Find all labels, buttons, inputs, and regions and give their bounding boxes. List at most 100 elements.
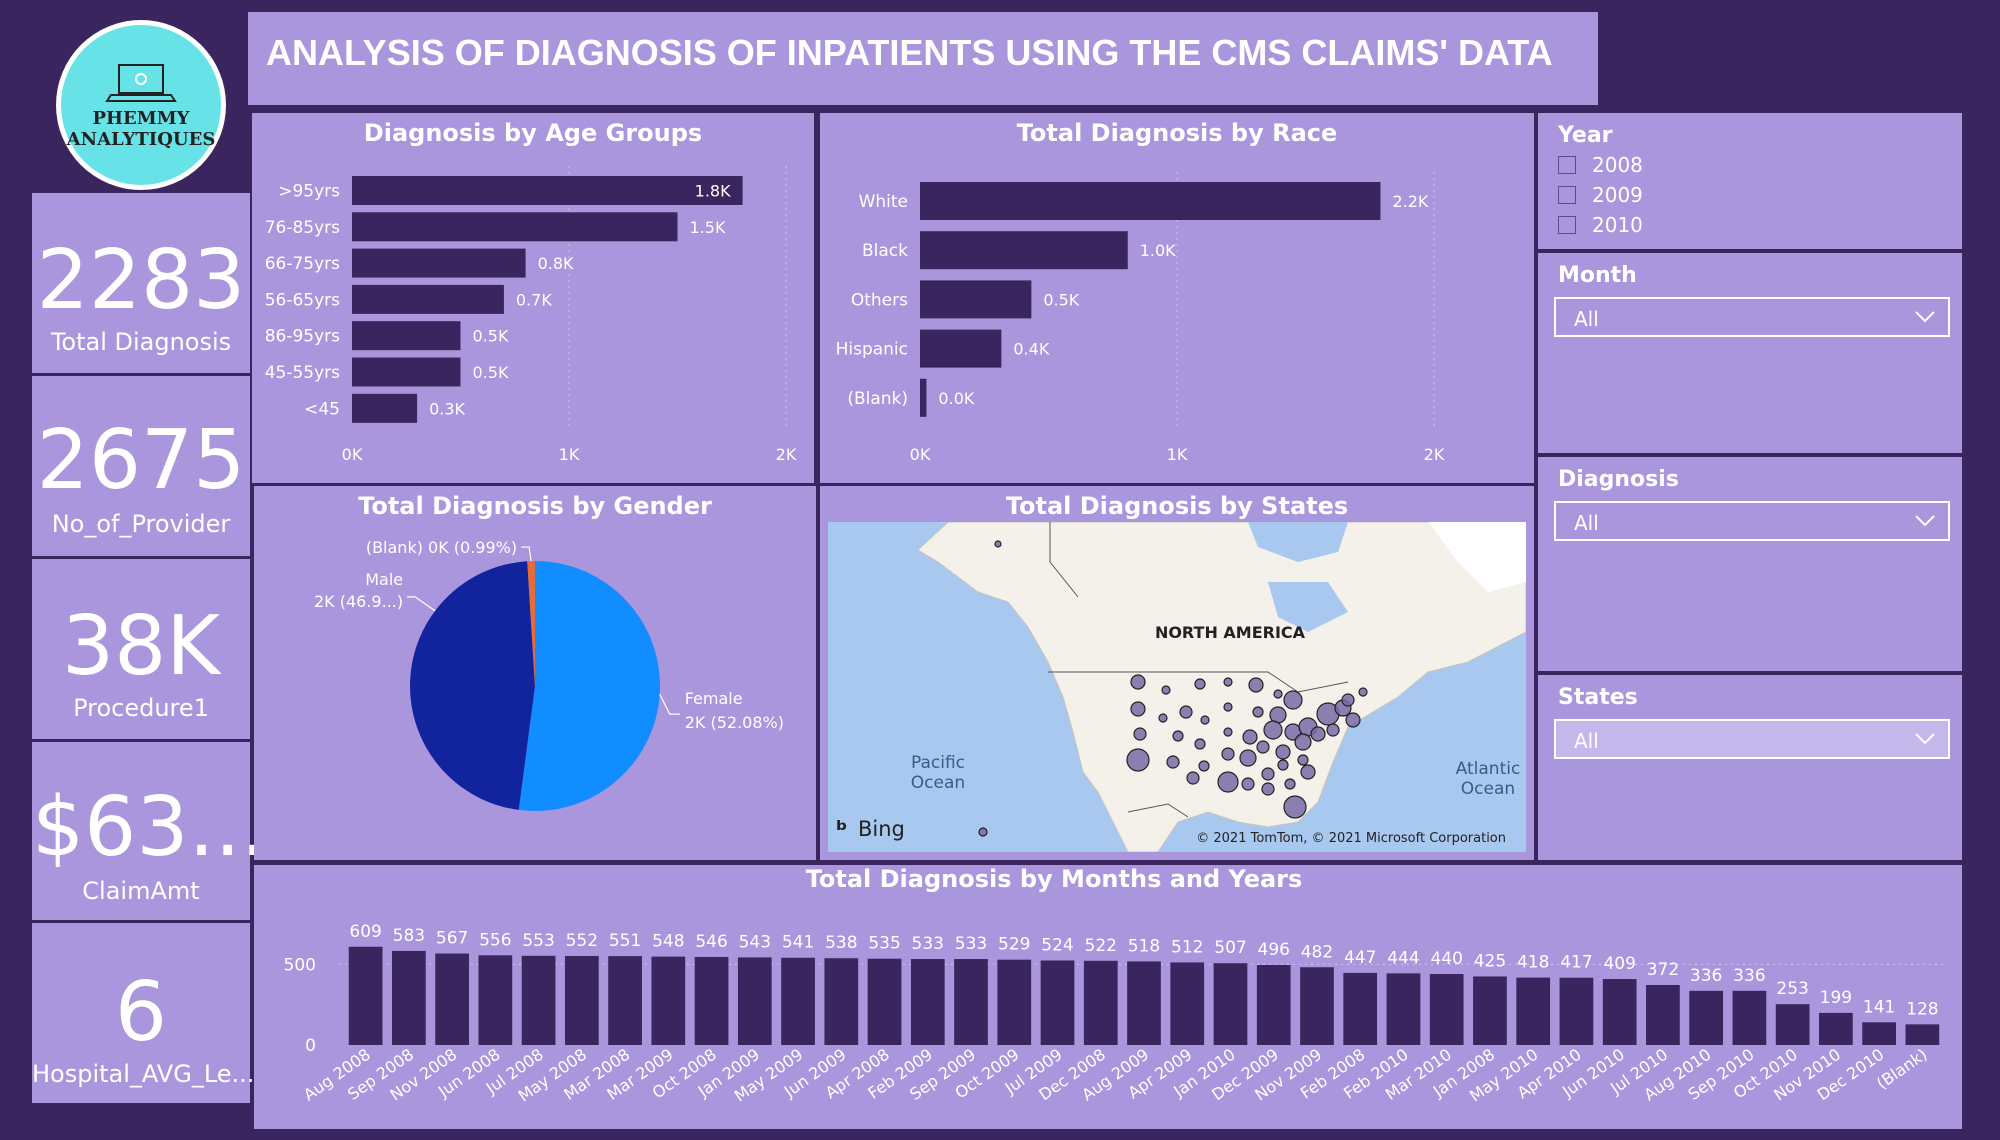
data-label: 0.5K	[473, 363, 509, 382]
data-label: 507	[1214, 938, 1246, 958]
category-label: Hispanic	[836, 340, 908, 360]
data-label: 524	[1041, 935, 1073, 955]
bar	[1559, 977, 1594, 1045]
data-label: 0.5K	[1043, 290, 1079, 309]
kpi-value: 2283	[36, 233, 246, 328]
chevron-down-icon	[1915, 515, 1935, 527]
pie-label: 2K (46.9...)	[314, 592, 403, 611]
bar	[1819, 1012, 1853, 1045]
category-label: 45-55yrs	[265, 363, 340, 383]
pie-slice	[518, 561, 660, 811]
bar	[1646, 985, 1680, 1045]
age-bar-chart: 0K 1K 2K >95yrs 1.8K 76-85yrs 1.5K 66-75yrs 0.8K…	[265, 166, 797, 464]
bar	[352, 357, 461, 387]
y-tick-label: 500	[284, 955, 316, 975]
data-label: 440	[1430, 949, 1462, 969]
bar	[608, 956, 642, 1045]
data-label: 482	[1301, 942, 1333, 962]
data-label: 583	[393, 926, 425, 946]
bar	[867, 958, 902, 1045]
bar	[1127, 961, 1161, 1045]
states-map[interactable]: NORTH AMERICA Pacific Ocean Atlantic Oce…	[828, 522, 1526, 852]
states-dropdown[interactable]: All	[1554, 719, 1950, 759]
bar	[781, 957, 815, 1045]
north-america-landmass	[917, 522, 1526, 852]
category-label: 86-95yrs	[265, 327, 340, 347]
chart-title: Diagnosis by Age Groups	[363, 119, 703, 147]
bar	[1516, 977, 1551, 1045]
bar	[352, 393, 418, 423]
data-label: 253	[1776, 979, 1808, 999]
map-copyright: © 2021 TomTom, © 2021 Microsoft Corporat…	[1196, 831, 1506, 846]
bar	[1862, 1022, 1896, 1045]
kpi-total-diagnosis: 2283 Total Diagnosis	[32, 193, 250, 373]
kpi-label: Hospital_AVG_Le...	[32, 1060, 255, 1088]
checkbox[interactable]	[1558, 186, 1576, 204]
month-dropdown[interactable]: All	[1554, 297, 1950, 337]
leader-line	[659, 693, 680, 715]
category-label: <45	[304, 399, 340, 419]
kpi-label: ClaimAmt	[82, 877, 200, 905]
checkbox[interactable]	[1558, 156, 1576, 174]
chevron-down-icon	[1915, 311, 1935, 323]
bar	[910, 959, 945, 1045]
data-label: 546	[695, 932, 727, 952]
gender-chart-panel: Total Diagnosis by Gender Female 2K (52.0…	[254, 486, 816, 860]
category-label: (Blank)	[847, 389, 908, 409]
page-title: ANALYSIS OF DIAGNOSIS OF INPATIENTS USIN…	[266, 32, 1553, 73]
bar	[392, 950, 426, 1045]
checkbox[interactable]	[1558, 216, 1576, 234]
data-label: 447	[1344, 948, 1376, 968]
category-label: >95yrs	[278, 182, 340, 202]
data-label: 418	[1517, 953, 1549, 973]
kpi-value: $63...	[32, 780, 267, 875]
bar	[694, 956, 729, 1045]
data-label: 336	[1733, 966, 1765, 986]
category-label: 66-75yrs	[265, 254, 340, 274]
race-bar-chart: 0K 1K 2K White 2.2K Black 1.0K Others 0.5K Hispan…	[836, 172, 1445, 464]
bar	[1213, 963, 1248, 1045]
diagnosis-slicer: Diagnosis All	[1538, 457, 1962, 671]
gender-pie-chart: Female 2K (52.08%) Male 2K (46.9...) (Blank)…	[314, 538, 784, 811]
bar	[954, 959, 988, 1045]
data-label: 548	[652, 932, 684, 952]
year-option-label: 2009	[1592, 183, 1643, 207]
race-chart-panel: Total Diagnosis by Race 0K 1K 2K White 2.2K B…	[820, 113, 1534, 483]
data-label: 0.3K	[429, 399, 465, 418]
x-tick-label: 0K	[342, 445, 363, 464]
logo: PHEMMY ANALYTIQUES	[56, 20, 226, 190]
data-label: 141	[1863, 997, 1895, 1017]
bar	[1256, 965, 1291, 1045]
states-slicer: States All	[1538, 675, 1962, 860]
x-tick-label: 2K	[1424, 445, 1445, 464]
kpi-label: Total Diagnosis	[50, 328, 232, 356]
month-slicer: Month All	[1538, 253, 1962, 453]
data-label: 496	[1258, 940, 1290, 960]
pie-label: 2K (52.08%)	[685, 713, 784, 732]
bar	[348, 946, 383, 1045]
year-slicer: Year 2008 2009 2010	[1538, 113, 1962, 249]
data-label: 199	[1820, 988, 1852, 1008]
bar	[1732, 990, 1767, 1045]
data-label: 0.5K	[473, 327, 509, 346]
months-chart-panel: Total Diagnosis by Months and Years 0 500…	[254, 865, 1962, 1129]
bar	[352, 212, 678, 242]
kpi-no-of-provider: 2675 No_of_Provider	[32, 376, 250, 556]
diagnosis-dropdown[interactable]: All	[1554, 501, 1950, 541]
kpi-claim-amt: $63... ClaimAmt	[32, 742, 267, 920]
data-label: 556	[479, 930, 511, 950]
pie-label: Male	[365, 570, 403, 589]
data-label: 1.5K	[690, 218, 726, 237]
data-label: 552	[566, 931, 598, 951]
kpi-value: 38K	[61, 599, 221, 694]
bar	[1040, 960, 1075, 1045]
dropdown-value: All	[1574, 729, 1599, 753]
data-label: 425	[1474, 951, 1506, 971]
bar	[352, 284, 504, 314]
bar	[920, 378, 927, 417]
bar	[521, 955, 556, 1045]
bar	[920, 280, 1032, 319]
bar	[352, 248, 526, 278]
data-label: 336	[1690, 966, 1722, 986]
pie-label: Female	[685, 689, 743, 708]
